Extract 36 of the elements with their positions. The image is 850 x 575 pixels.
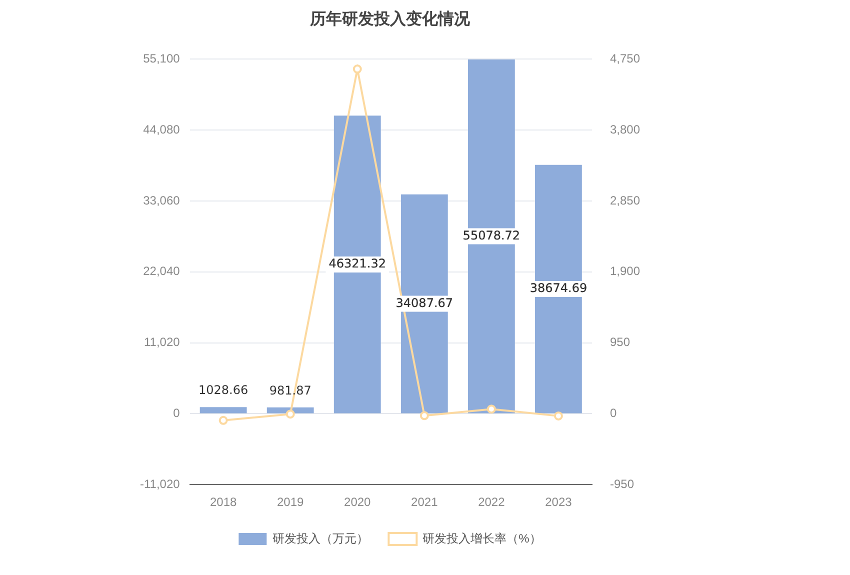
legend-label: 研发投入（万元） — [272, 531, 369, 546]
point — [218, 416, 228, 425]
x-tick-label: 2020 — [344, 495, 372, 510]
x-tick-label: 2018 — [210, 495, 237, 510]
data-label: 55078.72 — [462, 228, 520, 242]
data-label: 46321.32 — [328, 256, 386, 271]
legend-label: 研发投入增长率（%） — [422, 531, 542, 546]
y2-tick-label: 2,850 — [610, 193, 640, 208]
point — [286, 410, 295, 419]
data-label: 34087.67 — [396, 296, 454, 310]
y2-tick-label: 950 — [610, 335, 630, 350]
point — [352, 64, 362, 74]
y2-tick-label: 3,800 — [610, 122, 640, 136]
point — [486, 404, 496, 414]
point — [420, 411, 429, 420]
y-tick-label: 55,100 — [143, 52, 180, 66]
y-tick-label: 22,040 — [143, 264, 180, 278]
data-label: 38674.69 — [530, 281, 588, 296]
x-tick-label: 2019 — [277, 495, 304, 510]
y2-tick-label: -950 — [610, 476, 634, 491]
x-tick-label: 2023 — [545, 495, 572, 510]
y2-tick-label: 1,900 — [610, 264, 640, 278]
y-tick-label: 33,060 — [143, 193, 180, 208]
x-tick-label: 2022 — [478, 495, 506, 510]
bar — [200, 407, 247, 414]
point — [554, 411, 563, 420]
data-label: 1028.66 — [198, 383, 248, 398]
x-tick-label: 2021 — [411, 495, 438, 510]
y-tick-label: 11,020 — [144, 335, 180, 350]
chart-title: 历年研发投入变化情况 — [309, 10, 471, 28]
y-tick-label: 0 — [173, 406, 180, 420]
y-tick-label: -11,020 — [140, 476, 180, 491]
y2-tick-label: 4,750 — [610, 52, 640, 66]
y-tick-label: 44,080 — [143, 122, 180, 136]
y2-tick-label: 0 — [610, 406, 617, 420]
data-label: 981.87 — [269, 384, 312, 398]
